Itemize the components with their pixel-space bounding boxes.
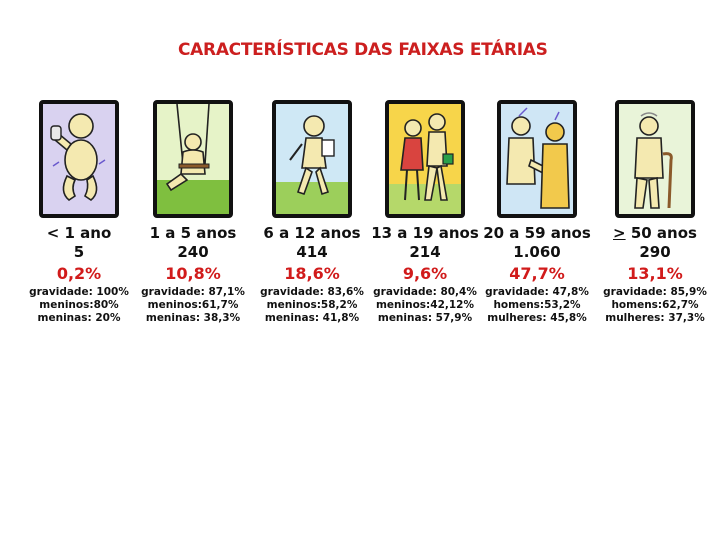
detail-female: meninas: 41,8% [264, 312, 360, 324]
detail-severity: gravidade: 100% [29, 286, 129, 298]
age-group-over-50: > 50 anos 290 13,1% gravidade: 85,9% hom… [596, 100, 714, 325]
detail-male: homens:53,2% [493, 299, 581, 311]
child-swing-icon [153, 100, 233, 218]
age-range-label: 6 a 12 anos [263, 224, 361, 242]
teenagers-icon [385, 100, 465, 218]
age-group-under-1: < 1 ano 5 0,2% gravidade: 100% meninos:8… [20, 100, 138, 325]
detail-severity: gravidade: 83,6% [260, 286, 364, 298]
detail-female: mulheres: 37,3% [605, 312, 705, 324]
age-range-label: > 50 anos [596, 224, 714, 242]
range-greater-sign: > [613, 224, 626, 242]
detail-severity: gravidade: 87,1% [141, 286, 245, 298]
age-group-20-59: 20 a 59 anos 1.060 47,7% gravidade: 47,8… [478, 100, 596, 325]
detail-female: mulheres: 45,8% [487, 312, 587, 324]
case-percent: 10,8% [165, 264, 221, 283]
baby-icon [39, 100, 119, 218]
detail-male: meninos:61,7% [147, 299, 239, 311]
range-value: 50 anos [630, 224, 697, 242]
detail-female: meninas: 38,3% [145, 312, 241, 324]
detail-severity: gravidade: 80,4% [373, 286, 477, 298]
age-group-13-19: 13 a 19 anos 214 9,6% gravidade: 80,4% m… [366, 100, 484, 325]
case-percent: 13,1% [627, 264, 683, 283]
age-group-6-12: 6 a 12 anos 414 18,6% gravidade: 83,6% m… [253, 100, 371, 325]
detail-male: homens:62,7% [611, 299, 699, 311]
detail-male: meninos:42,12% [375, 299, 474, 311]
age-group-1-5: 1 a 5 anos 240 10,8% gravidade: 87,1% me… [134, 100, 252, 325]
case-count: 414 [296, 243, 328, 261]
case-count: 290 [639, 243, 671, 261]
age-range-label: 1 a 5 anos [149, 224, 237, 242]
detail-male: meninos:80% [39, 299, 119, 311]
case-percent: 9,6% [402, 264, 448, 283]
detail-severity: gravidade: 47,8% [485, 286, 589, 298]
age-range-label: 13 a 19 anos [371, 224, 479, 242]
detail-severity: gravidade: 85,9% [603, 286, 707, 298]
case-count: 214 [409, 243, 441, 261]
detail-male: meninos:58,2% [266, 299, 358, 311]
case-percent: 0,2% [56, 264, 102, 283]
detail-female: meninas: 20% [37, 312, 121, 324]
detail-female: meninas: 57,9% [377, 312, 473, 324]
adults-handshake-icon [497, 100, 577, 218]
case-count: 1.060 [513, 243, 561, 261]
case-percent: 47,7% [509, 264, 565, 283]
age-range-label: 20 a 59 anos [483, 224, 591, 242]
case-count: 5 [73, 243, 85, 261]
page-title: CARACTERÍSTICAS DAS FAIXAS ETÁRIAS [178, 40, 548, 60]
case-percent: 18,6% [284, 264, 340, 283]
age-range-label: < 1 ano [46, 224, 112, 242]
schoolchild-icon [272, 100, 352, 218]
case-count: 240 [177, 243, 209, 261]
elderly-cane-icon [615, 100, 695, 218]
